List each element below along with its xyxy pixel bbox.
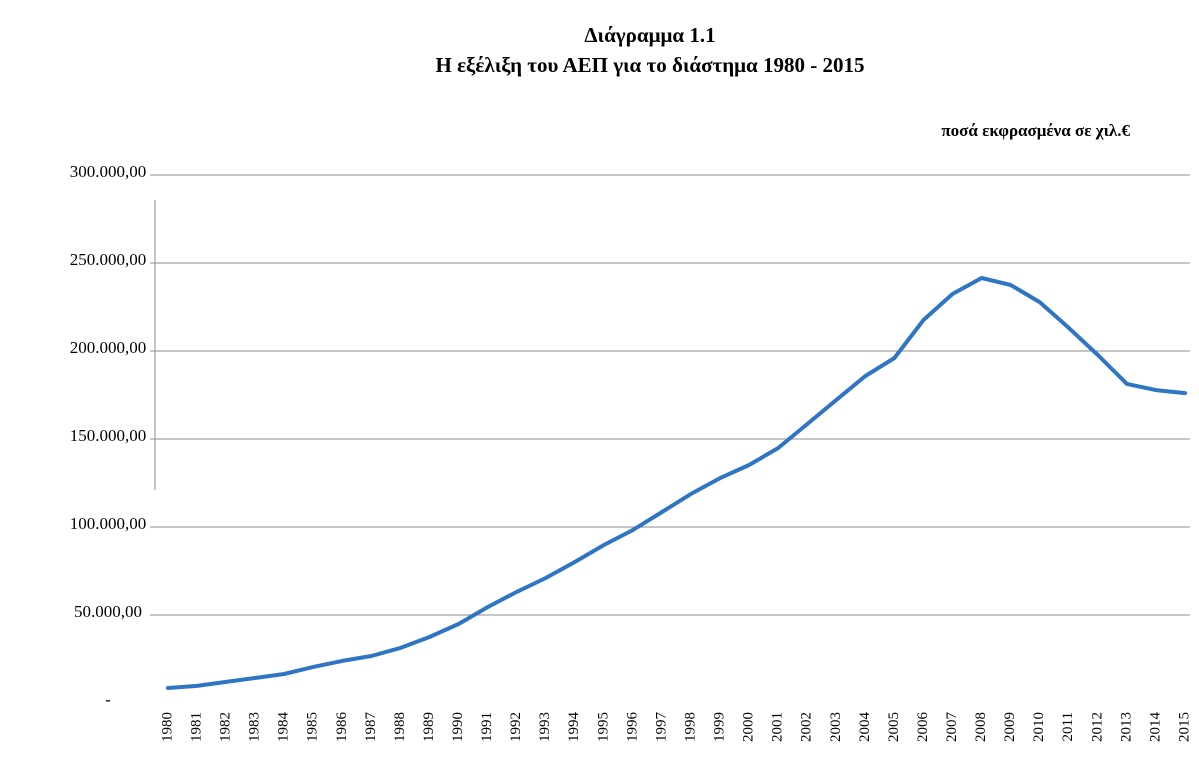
chart-title: Διάγραμμα 1.1 xyxy=(584,23,715,47)
y-tick-label: 200.000,00 xyxy=(70,338,147,357)
chart-subtitle: Η εξέλιξη του ΑΕΠ για το διάστημα 1980 -… xyxy=(436,53,865,77)
x-tick-label: 1980 xyxy=(159,712,175,742)
x-tick-label: 2003 xyxy=(828,712,844,742)
y-tick-label: 50.000,00 xyxy=(74,602,142,621)
x-tick-label: 2013 xyxy=(1118,712,1134,742)
x-tick-label: 2010 xyxy=(1031,712,1047,742)
x-tick-label: 1994 xyxy=(566,712,582,743)
x-tick-label: 2014 xyxy=(1147,712,1163,743)
x-tick-label: 2007 xyxy=(944,712,960,743)
x-tick-label: 1998 xyxy=(682,712,698,742)
x-tick-label: 2012 xyxy=(1089,712,1105,742)
x-tick-label: 1981 xyxy=(188,712,204,742)
x-tick-label: 1996 xyxy=(624,712,640,743)
y-tick-label: - xyxy=(105,690,111,709)
x-tick-label: 1987 xyxy=(363,712,379,743)
x-tick-label: 2011 xyxy=(1060,712,1076,741)
x-tick-label: 1990 xyxy=(450,712,466,742)
x-tick-label: 2001 xyxy=(770,712,786,742)
x-tick-label: 2008 xyxy=(973,712,989,742)
x-tick-label: 1986 xyxy=(334,712,350,743)
x-tick-label: 1982 xyxy=(218,712,234,742)
x-tick-label: 1997 xyxy=(653,712,669,743)
x-tick-label: 1991 xyxy=(479,712,495,742)
x-tick-label: 2015 xyxy=(1176,712,1192,742)
y-tick-label: 300.000,00 xyxy=(70,162,147,181)
x-tick-label: 1992 xyxy=(508,712,524,742)
x-tick-label: 1988 xyxy=(392,712,408,742)
x-tick-label: 2000 xyxy=(741,712,757,742)
x-tick-label: 2006 xyxy=(915,712,931,743)
y-tick-label: 150.000,00 xyxy=(70,426,147,445)
x-tick-label: 2005 xyxy=(886,712,902,742)
data-line xyxy=(166,276,1187,690)
x-tick-label: 2004 xyxy=(857,712,873,743)
x-tick-label: 1989 xyxy=(421,712,437,742)
x-tick-label: 1995 xyxy=(595,712,611,742)
unit-note: ποσά εκφρασμένα σε χιλ.€ xyxy=(941,121,1130,140)
x-tick-label: 2002 xyxy=(799,712,815,742)
x-tick-label: 1993 xyxy=(537,712,553,742)
x-tick-label: 2009 xyxy=(1002,712,1018,742)
x-tick-label: 1983 xyxy=(247,712,263,742)
y-tick-label: 250.000,00 xyxy=(70,250,147,269)
x-tick-label: 1984 xyxy=(276,712,292,743)
x-tick-label: 1999 xyxy=(712,712,728,742)
x-tick-label: 1985 xyxy=(305,712,321,742)
y-tick-label: 100.000,00 xyxy=(70,514,147,533)
